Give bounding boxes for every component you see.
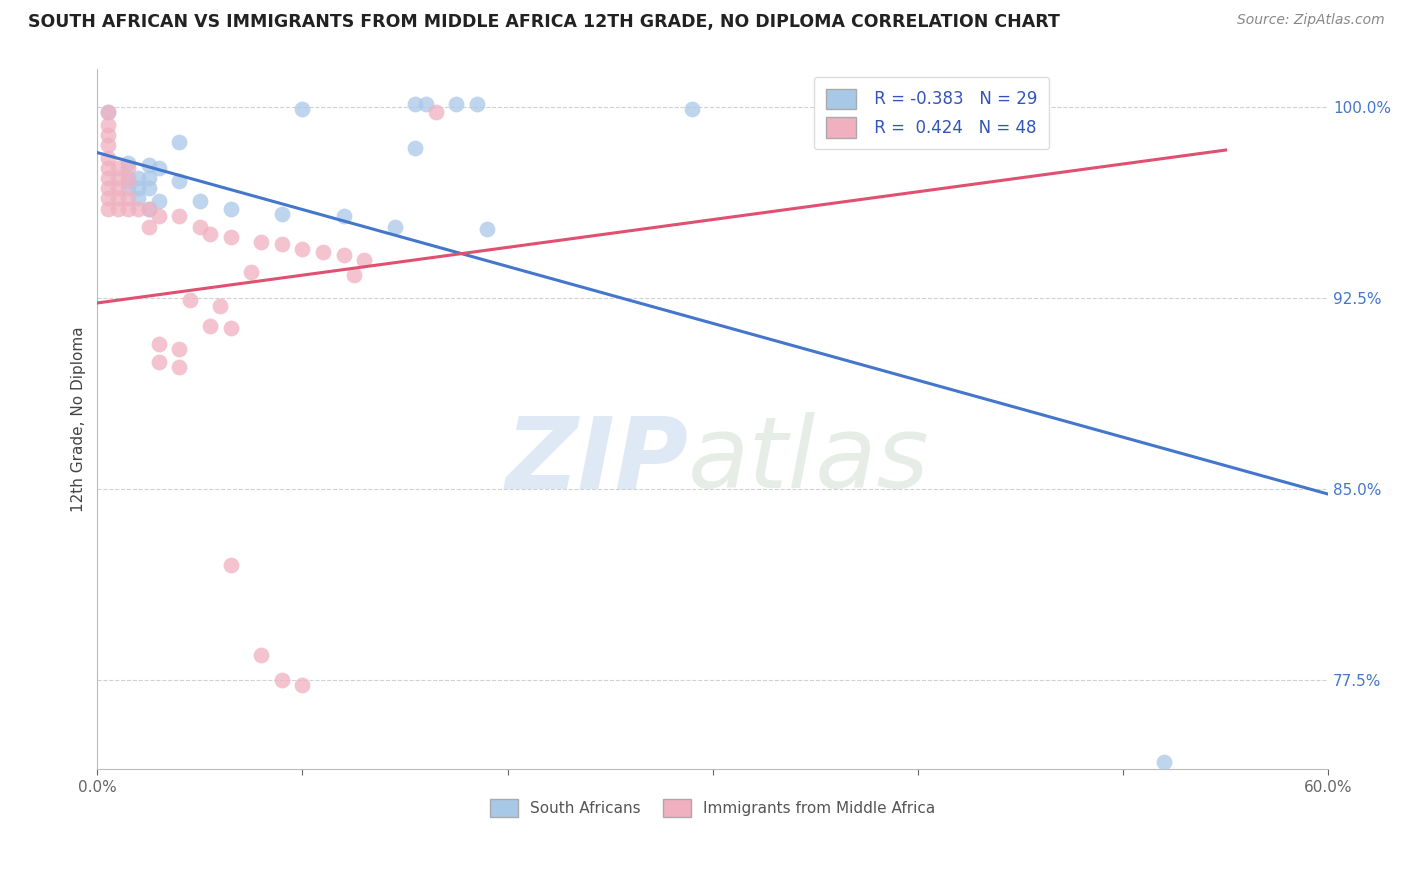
Text: atlas: atlas [688,412,929,509]
Point [127,181,149,195]
Point [97,138,120,153]
Point [97,118,120,132]
Point [117,171,139,186]
Text: SOUTH AFRICAN VS IMMIGRANTS FROM MIDDLE AFRICA 12TH GRADE, NO DIPLOMA CORRELATIO: SOUTH AFRICAN VS IMMIGRANTS FROM MIDDLE … [28,13,1060,31]
Text: ZIP: ZIP [505,412,688,509]
Point [404,140,426,154]
Point [198,318,221,333]
Point [250,235,273,249]
Point [219,229,242,244]
Point [332,247,354,261]
Text: Source: ZipAtlas.com: Source: ZipAtlas.com [1237,13,1385,28]
Point [219,202,242,216]
Point [138,158,160,172]
Point [169,210,191,224]
Point [97,161,120,175]
Point [97,181,120,195]
Point [681,103,703,117]
Point [169,136,191,150]
Point [148,161,170,175]
Point [138,202,160,216]
Point [271,673,294,687]
Point [97,192,120,206]
Point [97,151,120,165]
Point [291,678,314,692]
Point [415,97,437,112]
Point [169,342,191,356]
Point [117,202,139,216]
Point [107,171,129,186]
Point [332,210,354,224]
Point [148,336,170,351]
Point [198,227,221,242]
Point [97,202,120,216]
Point [179,293,201,308]
Point [209,299,232,313]
Point [127,192,149,206]
Point [219,321,242,335]
Point [97,104,120,119]
Point [97,171,120,186]
Point [117,174,139,188]
Point [127,171,149,186]
Point [127,202,149,216]
Point [343,268,366,282]
Point [404,97,426,112]
Point [188,194,211,208]
Point [169,359,191,374]
Point [117,181,139,195]
Point [148,210,170,224]
Point [169,174,191,188]
Point [384,219,406,234]
Point [138,171,160,186]
Point [291,243,314,257]
Point [271,237,294,252]
Point [117,192,139,206]
Point [97,128,120,142]
Point [219,558,242,573]
Point [148,354,170,368]
Point [353,252,375,267]
Point [117,156,139,170]
Point [97,104,120,119]
Point [138,219,160,234]
Point [250,648,273,662]
Point [107,202,129,216]
Point [138,181,160,195]
Y-axis label: 12th Grade, No Diploma: 12th Grade, No Diploma [72,326,86,512]
Point [240,265,263,279]
Point [312,245,335,260]
Point [188,219,211,234]
Point [117,161,139,175]
Point [271,207,294,221]
Point [1153,755,1175,769]
Point [291,103,314,117]
Legend: South Africans, Immigrants from Middle Africa: South Africans, Immigrants from Middle A… [482,792,943,825]
Point [425,104,447,119]
Point [107,192,129,206]
Point [107,161,129,175]
Point [446,97,468,112]
Point [148,194,170,208]
Point [138,202,160,216]
Point [465,97,488,112]
Point [107,181,129,195]
Point [475,222,498,236]
